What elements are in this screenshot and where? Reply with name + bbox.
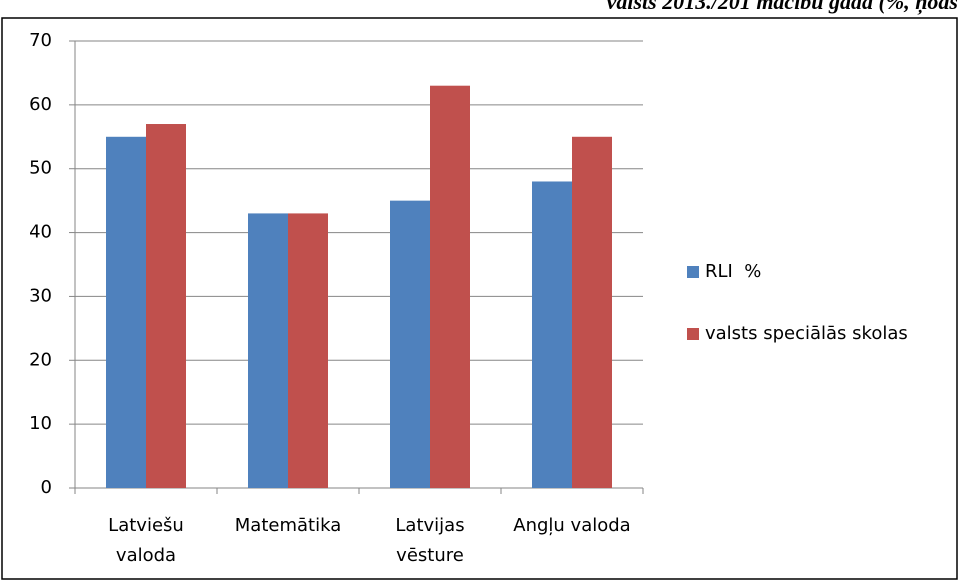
y-tick-label: 30 xyxy=(29,285,52,306)
y-tick-label: 10 xyxy=(29,413,52,434)
bar xyxy=(430,85,470,488)
bar xyxy=(106,136,146,489)
x-tick-label: Latvijas vēsture xyxy=(395,515,465,566)
bar xyxy=(390,200,430,488)
y-tick-label: 60 xyxy=(29,94,52,115)
x-tick-label: Angļu valoda xyxy=(513,515,631,536)
y-tick-label: 50 xyxy=(29,158,52,179)
x-tick-label: Matemātika xyxy=(234,515,342,536)
legend-swatch xyxy=(687,266,699,278)
legend-swatch xyxy=(687,328,699,340)
bar xyxy=(146,124,186,488)
x-tick-label: Latviešu valoda xyxy=(108,515,184,566)
chart-frame xyxy=(1,17,958,580)
bar xyxy=(248,213,288,488)
legend-label: valsts speciālās skolas xyxy=(705,323,908,344)
y-tick-label: 0 xyxy=(41,477,52,498)
y-tick-label: 70 xyxy=(29,30,52,51)
chart-title: valsts 2013./201 mācību gadā (%, ņoās xyxy=(607,0,958,15)
bar xyxy=(572,136,612,489)
y-tick-label: 20 xyxy=(29,349,52,370)
legend-label: RLI % xyxy=(705,261,761,282)
y-tick-label: 40 xyxy=(29,222,52,243)
bar xyxy=(532,181,572,488)
bar xyxy=(288,213,328,488)
